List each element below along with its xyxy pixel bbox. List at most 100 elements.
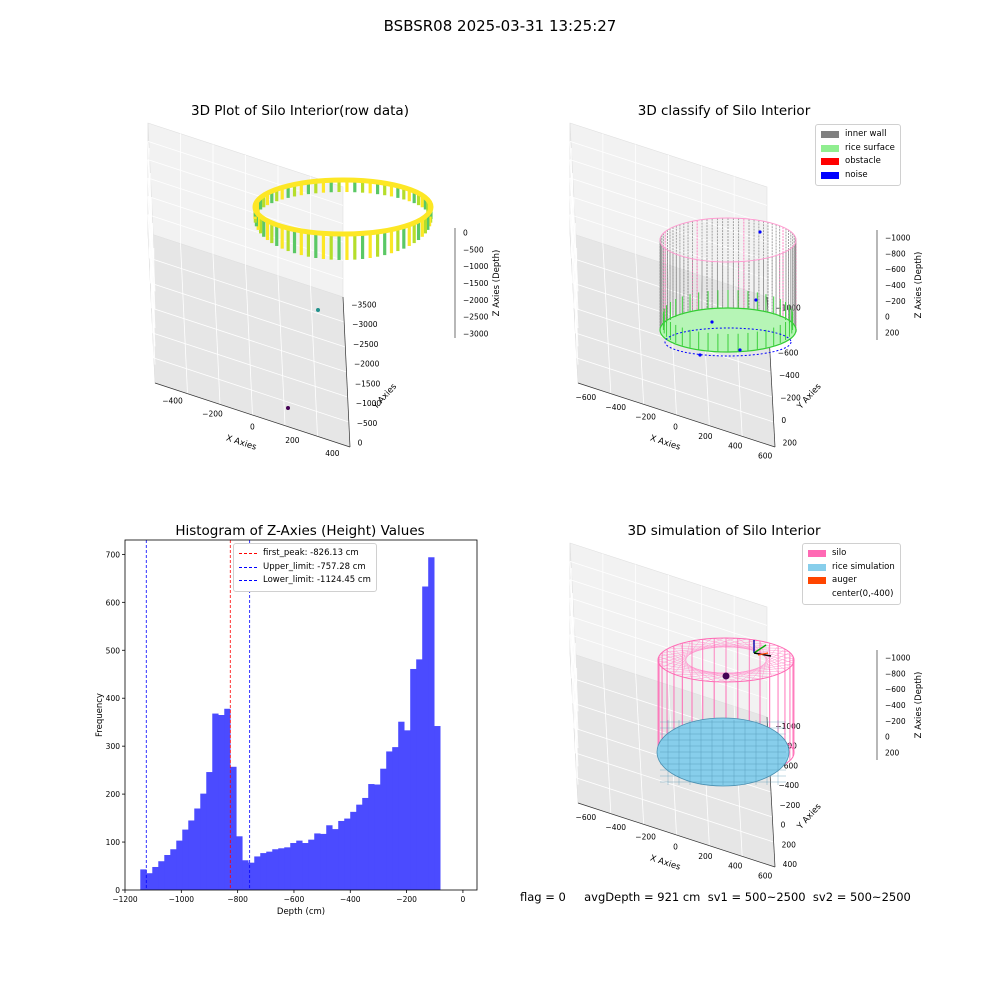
histogram-y-tick-label: 600 xyxy=(106,598,121,607)
histogram-bar xyxy=(368,784,375,890)
cls-x-axis-label: X Axies xyxy=(649,433,682,452)
legend-item-inner-wall: inner wall xyxy=(821,128,895,142)
histogram-bar xyxy=(188,820,195,890)
histogram-y-tick-label: 200 xyxy=(106,790,121,799)
histogram-bar xyxy=(200,793,207,890)
sim-z-tick-label: 0 xyxy=(885,733,890,742)
histogram-x-axis-label: Depth (cm) xyxy=(277,907,325,917)
histogram-bar xyxy=(302,843,309,890)
histogram-bar xyxy=(266,851,273,890)
sim-silo-top-ring xyxy=(657,637,795,683)
histogram-bar xyxy=(260,853,267,890)
raw-outlier-point xyxy=(286,406,290,410)
histogram-bar xyxy=(338,820,345,890)
legend-item-noise: noise xyxy=(821,169,895,183)
raw-gridline xyxy=(147,141,156,292)
sim-y-tick-label: 400 xyxy=(783,860,798,869)
raw-y-tick-label: −3000 xyxy=(352,320,378,329)
histogram-bar xyxy=(350,811,357,890)
sim-x-tick-label: 400 xyxy=(728,862,743,871)
histogram-bar xyxy=(194,808,201,890)
sim-x-axis-line xyxy=(577,802,776,868)
cls-z-tick-label: −800 xyxy=(885,249,906,258)
sim-silo-roof-line xyxy=(702,639,795,660)
histogram-bar xyxy=(254,856,261,890)
cls-gridline xyxy=(569,140,768,206)
cls-y-tick-label: 0 xyxy=(781,416,786,425)
histogram-bar xyxy=(152,866,159,890)
raw-y-tick-label: −1000 xyxy=(356,399,382,408)
classify-legend: inner wall rice surface obstacle noise xyxy=(815,124,901,186)
raw-y-tick-label: −2500 xyxy=(353,340,379,349)
histogram-bar xyxy=(290,843,297,890)
histogram-bar xyxy=(224,708,231,890)
raw-gridline xyxy=(149,257,345,323)
histogram-title: Histogram of Z-Axies (Height) Values xyxy=(175,523,425,539)
raw-z-axis-label: Z Axies (Depth) xyxy=(492,250,502,317)
raw-x-tick-label: 400 xyxy=(325,449,340,458)
sim-x-tick-label: 200 xyxy=(698,852,713,861)
sim-silo-roof-line xyxy=(661,637,724,668)
histogram-y-tick-label: 400 xyxy=(106,694,121,703)
histogram-y-tick-label: 500 xyxy=(106,646,121,655)
histogram-legend: first_peak: -826.13 cm Upper_limit: -757… xyxy=(233,543,377,592)
histogram-bar xyxy=(416,659,423,890)
cls-noise-point xyxy=(698,353,702,357)
histogram-bar xyxy=(344,818,351,890)
histogram-y-tick-label: 300 xyxy=(106,742,121,751)
histogram-bar xyxy=(308,839,315,890)
sim-z-tick-label: 200 xyxy=(885,748,900,757)
cls-z-tick-label: −400 xyxy=(885,281,906,290)
raw-outlier-point xyxy=(316,308,320,312)
cls-z-tick-label: −600 xyxy=(885,265,906,274)
histogram-x-tick-label: −800 xyxy=(227,895,248,904)
sim-gridline xyxy=(569,561,579,712)
histogram-bar xyxy=(356,804,363,890)
raw-gridline xyxy=(147,140,344,206)
sim-y-tick-label: −400 xyxy=(778,781,799,790)
raw-3d-plot: −400−20002004000−500−1000−1500−2000−2500… xyxy=(147,122,502,458)
raw-x-axis-label: X Axies xyxy=(225,433,258,452)
histogram-bar xyxy=(392,747,399,890)
histogram-bar xyxy=(380,768,387,890)
cls-gridline xyxy=(569,141,579,292)
sim-x-tick-label: −400 xyxy=(605,823,626,832)
raw-y-tick-label: −3500 xyxy=(351,301,377,310)
cls-z-tick-label: −200 xyxy=(885,297,906,306)
raw-x-tick-label: −400 xyxy=(162,396,183,405)
sim-silo-roof-line xyxy=(739,648,786,682)
raw-z-tick-label: −2000 xyxy=(463,296,489,305)
histogram-bar xyxy=(362,797,369,890)
sim-auger xyxy=(757,652,769,656)
raw-x-axis-line xyxy=(154,382,351,448)
histogram-bar xyxy=(206,772,213,890)
histogram-y-tick-label: 0 xyxy=(115,886,120,895)
cls-x-tick-label: −200 xyxy=(635,413,656,422)
cls-x-tick-label: 0 xyxy=(673,422,678,431)
status-line: flag = 0 avgDepth = 921 cm sv1 = 500~250… xyxy=(520,890,911,904)
cls-x-tick-label: −400 xyxy=(605,403,626,412)
histogram-bar xyxy=(140,869,147,890)
sim-z-tick-label: −400 xyxy=(885,701,906,710)
cls-noise-point xyxy=(710,320,714,324)
histogram-bar xyxy=(248,862,255,890)
histogram-bar xyxy=(428,557,435,890)
sim-y-tick-label: −200 xyxy=(780,801,801,810)
histogram-bar xyxy=(176,840,183,890)
histogram-bar xyxy=(242,860,249,890)
sim-silo-roof-line xyxy=(673,639,701,675)
simulation-3d-plot: −600 −400 −200 0 200 400 600 400 200 0 −200 −400 −60… xyxy=(569,542,924,880)
histogram-bar xyxy=(284,847,291,890)
sim-silo-roof-line xyxy=(661,652,727,683)
raw-surface-ring xyxy=(252,177,434,237)
cls-z-axis-label: Z Axies (Depth) xyxy=(914,252,924,319)
cls-x-axis-line xyxy=(577,382,776,448)
raw-z-tick-label: −2500 xyxy=(463,313,489,322)
histogram-frame xyxy=(124,539,478,891)
histogram-bar xyxy=(374,784,381,890)
histogram-plot: −1200 −1000 −800 −600 −400 −200 0 0 100 200 300 400… xyxy=(95,539,478,917)
legend-item-silo: silo xyxy=(808,547,895,561)
raw-z-tick-label: −1000 xyxy=(463,262,489,271)
raw-z-tick-label: −500 xyxy=(463,245,484,254)
sim-x-axis-label: X Axies xyxy=(649,853,682,872)
